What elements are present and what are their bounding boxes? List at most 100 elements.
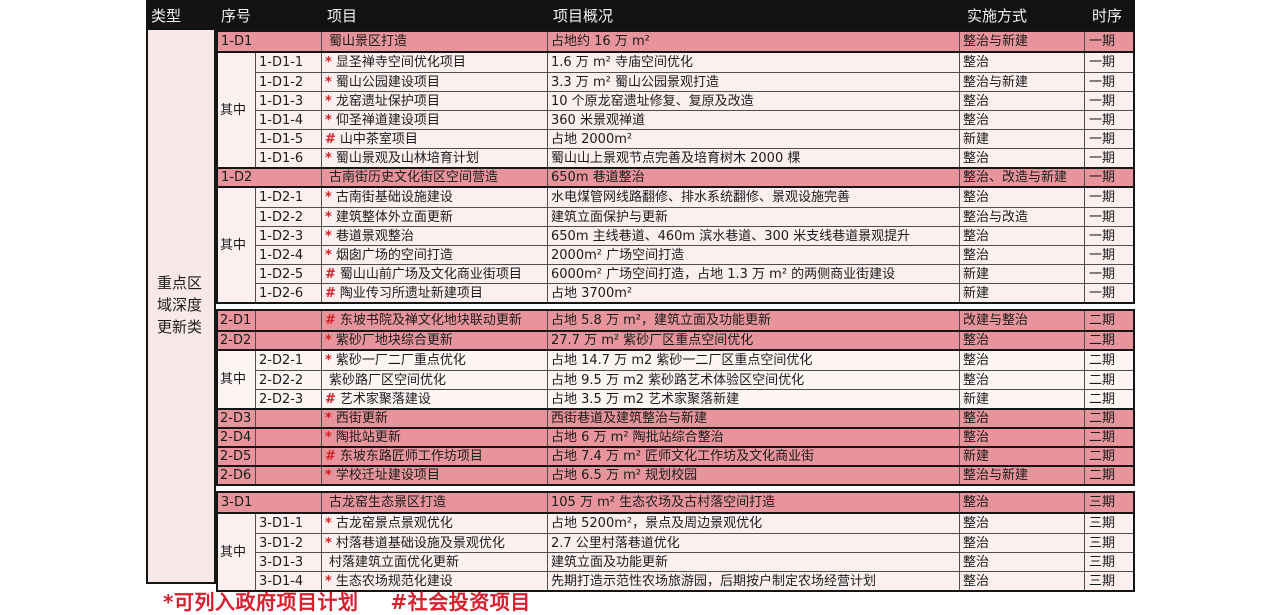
subgroup: 其中 2-D2-1 * 紫砂一厂二厂重点优化 占地 14.7 万 m2 紫砂一二厂区重点…	[218, 349, 1133, 408]
row-no-cell: 3-D1-2	[256, 534, 322, 552]
implementation-cell: 整治	[960, 53, 1085, 72]
implementation-cell: 整治、改造与新建	[960, 169, 1085, 186]
table-row-main: 1-D1 蜀山景区打造 占地约 16 万 m² 整治与新建 一期	[218, 32, 1133, 51]
row-no-cell: 1-D2	[218, 169, 322, 186]
implementation-cell: 新建	[960, 390, 1085, 408]
project-marker-icon: #	[325, 449, 336, 464]
project-marker-icon: *	[325, 190, 332, 205]
implementation-cell: 整治	[960, 429, 1085, 446]
project-title: 蜀山景观及山林培育计划	[335, 150, 479, 166]
project-title: 仰圣禅道建设项目	[335, 112, 440, 128]
phase-cell: 一期	[1089, 190, 1116, 205]
table-row-main: 2-D1 # 东坡书院及禅文化地块联动更新 占地 5.8 万 m²，建筑立面及功能更新…	[218, 311, 1133, 330]
project-marker-icon: *	[325, 430, 332, 445]
project-overview-cell: 占地 6 万 m² 陶批站综合整治	[548, 429, 960, 446]
implementation-cell: 整治	[960, 188, 1085, 207]
table-row: 2-D2-1 * 紫砂一厂二厂重点优化 占地 14.7 万 m2 紫砂一二厂区重点空间…	[256, 351, 1133, 370]
table-row: 1-D1-5 # 山中茶室项目 占地 2000m² 新建 一期	[256, 129, 1133, 148]
phase-cell: 三期	[1089, 516, 1116, 531]
project-overview-cell: 6000m² 广场空间打造，占地 1.3 万 m² 的两侧商业街建设	[548, 265, 960, 283]
project-name-cell: * 古南街基础设施建设	[322, 188, 548, 207]
row-no-cell: 2-D2	[218, 332, 256, 349]
row-no-spacer	[256, 410, 322, 427]
phase-cell: 一期	[1089, 93, 1116, 109]
project-overview-cell: 占地 2000m²	[548, 130, 960, 148]
type-category-label: 重点区域深度更新类	[157, 274, 203, 336]
implementation-cell: 整治	[960, 514, 1085, 533]
row-no-cell: 2-D1	[218, 311, 256, 330]
row-no-spacer	[256, 332, 322, 349]
project-name-cell: 村落建筑立面优化更新	[322, 553, 548, 571]
row-no-cell: 3-D1-4	[256, 572, 322, 590]
project-title: 烟囱广场的空间打造	[335, 247, 453, 263]
phase-cell: 一期	[1089, 131, 1116, 147]
subgroup: 其中 3-D1-1 * 古龙窑景点景观优化 占地 5200m²，景点及周边景观优化 整治三…	[218, 512, 1133, 590]
subgroup-rows: 3-D1-1 * 古龙窑景点景观优化 占地 5200m²，景点及周边景观优化 整治 三期 3…	[256, 514, 1133, 590]
row-no-cell: 3-D1-1	[256, 514, 322, 533]
project-title: 山中茶室项目	[339, 131, 418, 147]
table-row: 1-D1-4 * 仰圣禅道建设项目 360 米景观禅道 整治 一期	[256, 110, 1133, 129]
row-no-cell: 1-D1	[218, 32, 322, 51]
table-row-main: 2-D3 * 西街更新 西街巷道及建筑整治与新建 整治 二期	[218, 408, 1133, 427]
project-title: 东坡书院及禅文化地块联动更新	[339, 313, 522, 328]
project-name-cell: # 东坡东路匠师工作坊项目	[322, 448, 548, 465]
sections-container: 1-D1 蜀山景区打造 占地约 16 万 m² 整治与新建 一期 其中 1-D1-1 * 显圣禅…	[216, 30, 1135, 597]
phase-cell: 三期	[1089, 495, 1116, 510]
project-title: 学校迁址建设项目	[335, 468, 440, 483]
column-header-overview: 项目概况	[553, 6, 614, 25]
project-overview-cell: 建筑立面保护与更新	[548, 208, 960, 226]
project-overview-cell: 占地 3.5 万 m2 艺术家聚落新建	[548, 390, 960, 408]
implementation-cell: 整治与新建	[960, 467, 1085, 484]
phase-cell: 一期	[1089, 285, 1116, 301]
project-name-cell: * 紫砂厂地块综合更新	[322, 332, 548, 349]
implementation-cell: 整治	[960, 371, 1085, 389]
project-overview-cell: 水电煤管网线路翻修、排水系统翻修、景观设施完善	[548, 188, 960, 207]
project-title: 蜀山山前广场及文化商业街项目	[339, 266, 522, 282]
type-category-cell: 重点区域深度更新类	[146, 30, 216, 584]
implementation-cell: 整治与新建	[960, 73, 1085, 91]
project-name-cell: # 艺术家聚落建设	[322, 390, 548, 408]
implementation-cell: 整治与改造	[960, 208, 1085, 226]
project-marker-icon: *	[325, 411, 332, 426]
subgroup: 其中 1-D2-1 * 古南街基础设施建设 水电煤管网线路翻修、排水系统翻修、景观设施完…	[218, 186, 1133, 302]
legend: *可列入政府项目计划 #社会投资项目	[163, 586, 531, 615]
project-title: 西街更新	[335, 411, 388, 426]
project-marker-icon: *	[325, 93, 332, 109]
project-name-cell: 古龙窑生态景区打造	[322, 493, 548, 512]
phase-cell: 二期	[1089, 449, 1116, 464]
project-name-cell: * 显圣禅寺空间优化项目	[322, 53, 548, 72]
phase-cell: 三期	[1089, 573, 1116, 589]
project-overview-cell: 10 个原龙窑遗址修复、复原及改造	[548, 92, 960, 110]
project-title: 古龙窑生态景区打造	[329, 495, 447, 510]
row-no-spacer	[256, 467, 322, 484]
project-marker-icon: *	[325, 228, 332, 244]
table-row: 1-D1-3 * 龙窑遗址保护项目 10 个原龙窑遗址修复、复原及改造 整治 一期	[256, 91, 1133, 110]
project-name-cell: 蜀山景区打造	[322, 32, 548, 51]
row-no-cell: 2-D5	[218, 448, 256, 465]
row-no-cell: 1-D2-4	[256, 246, 322, 264]
subgroup-rows: 1-D2-1 * 古南街基础设施建设 水电煤管网线路翻修、排水系统翻修、景观设施完善整…	[256, 188, 1133, 302]
implementation-cell: 整治	[960, 111, 1085, 129]
row-no-cell: 2-D2-1	[256, 351, 322, 370]
project-title: 生态农场规范化建设	[335, 573, 453, 589]
phase-cell: 二期	[1089, 353, 1116, 368]
project-title: 蜀山景区打造	[329, 34, 408, 49]
phase-cell: 二期	[1089, 313, 1116, 328]
project-name-cell: # 东坡书院及禅文化地块联动更新	[322, 311, 548, 330]
column-header-type: 类型	[151, 6, 182, 25]
table-row: 1-D2-2 * 建筑整体外立面更新 建筑立面保护与更新 整治与改造 一期	[256, 207, 1133, 226]
implementation-cell: 新建	[960, 130, 1085, 148]
table-row: 3-D1-1 * 古龙窑景点景观优化 占地 5200m²，景点及周边景观优化 整治 三期	[256, 514, 1133, 533]
section-phase-1: 1-D1 蜀山景区打造 占地约 16 万 m² 整治与新建 一期 其中 1-D1-1 * 显圣禅…	[216, 30, 1135, 304]
implementation-cell: 新建	[960, 284, 1085, 302]
project-marker-icon: *	[325, 535, 332, 551]
row-no-cell: 1-D2-1	[256, 188, 322, 207]
row-no-cell: 2-D4	[218, 429, 256, 446]
subgroup-label-cell: 其中	[218, 514, 256, 590]
table-row: 2-D2-2 紫砂路厂区空间优化 占地 9.5 万 m2 紫砂路艺术体验区空间优化整…	[256, 370, 1133, 389]
project-overview-cell: 占地约 16 万 m²	[548, 32, 960, 51]
implementation-cell: 新建	[960, 448, 1085, 465]
project-overview-cell: 蜀山山上景观节点完善及培育树木 2000 棵	[548, 149, 960, 167]
implementation-cell: 整治	[960, 149, 1085, 167]
project-title: 村落建筑立面优化更新	[329, 554, 460, 570]
